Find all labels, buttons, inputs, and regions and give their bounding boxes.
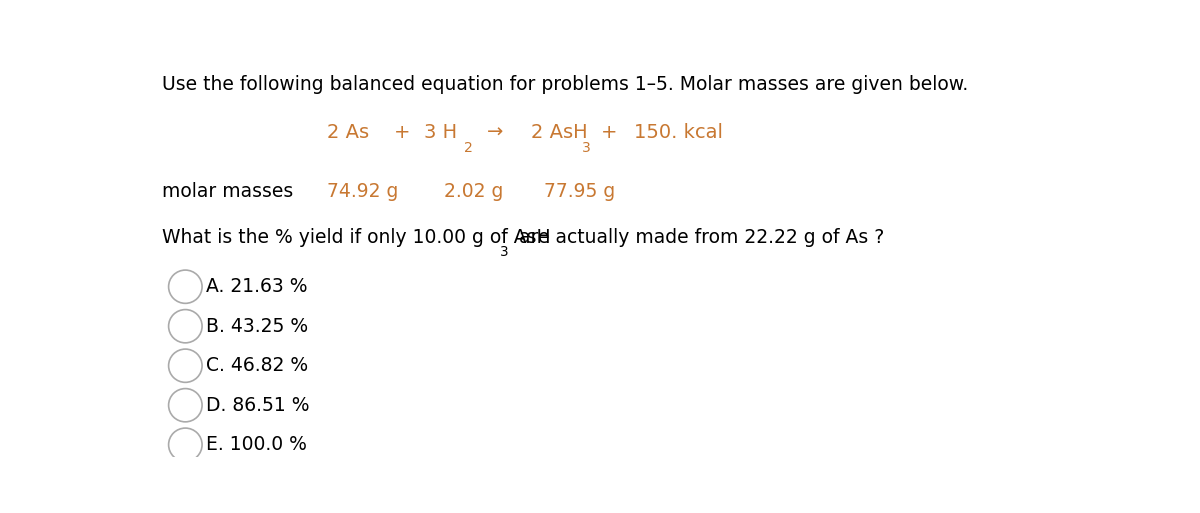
Text: A. 21.63 %: A. 21.63 % [206,277,307,296]
Text: E. 100.0 %: E. 100.0 % [206,435,307,454]
Text: D. 86.51 %: D. 86.51 % [206,396,310,415]
Text: 2 AsH: 2 AsH [532,123,588,142]
Text: 3: 3 [499,245,509,260]
Text: 3: 3 [582,142,590,155]
Text: Use the following balanced equation for problems 1–5. Molar masses are given bel: Use the following balanced equation for … [162,75,968,94]
Text: →: → [487,123,503,142]
Text: B. 43.25 %: B. 43.25 % [206,317,308,336]
Text: C. 46.82 %: C. 46.82 % [206,356,308,375]
Text: +: + [394,123,410,142]
Text: 2.02 g: 2.02 g [444,183,503,202]
Text: are actually made from 22.22 g of As ?: are actually made from 22.22 g of As ? [512,228,884,247]
Text: +: + [601,123,618,142]
Text: 74.92 g: 74.92 g [326,183,398,202]
Text: 2: 2 [464,142,473,155]
Text: molar masses: molar masses [162,183,293,202]
Text: 3 H: 3 H [425,123,457,142]
Text: 77.95 g: 77.95 g [545,183,616,202]
Text: 150. kcal: 150. kcal [634,123,722,142]
Text: What is the % yield if only 10.00 g of AsH: What is the % yield if only 10.00 g of A… [162,228,551,247]
Text: 2 As: 2 As [326,123,368,142]
